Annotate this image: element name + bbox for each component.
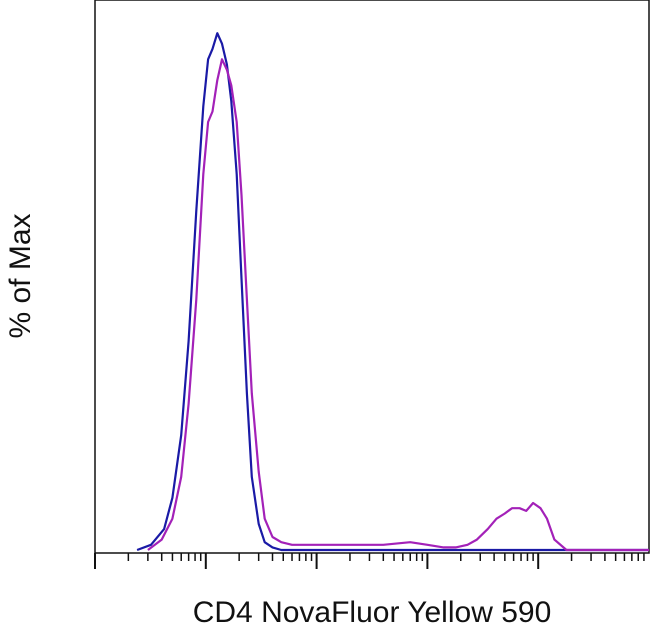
plot-area-frame [94,0,650,554]
series-line-1 [136,32,649,552]
x-axis-title: CD4 NovaFluor Yellow 590 [193,596,552,629]
x-axis-ticks [94,553,645,569]
y-axis-title: % of Max [4,213,37,338]
series-layer [136,32,649,552]
series-line-2 [147,58,649,552]
